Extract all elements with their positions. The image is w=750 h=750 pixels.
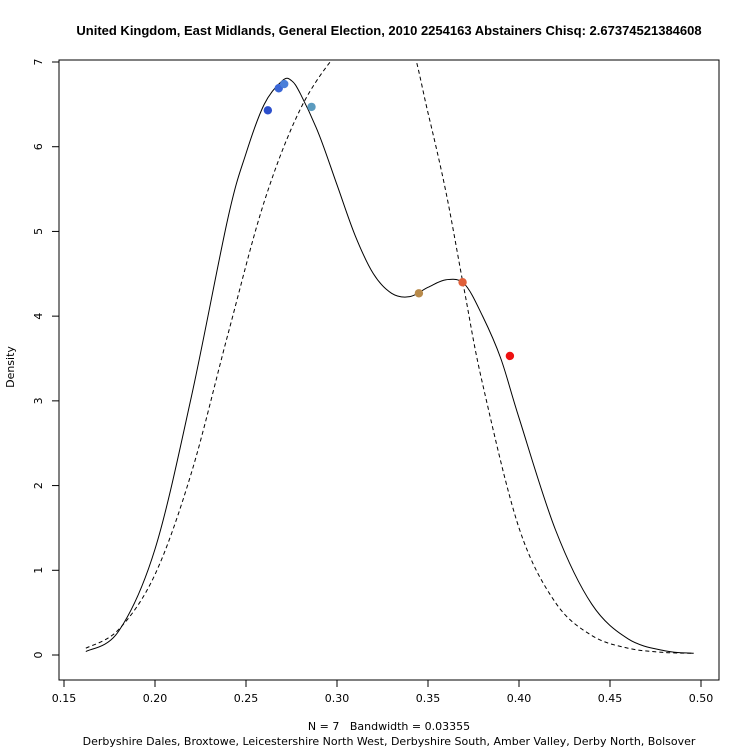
y-tick-label: 5 <box>32 228 45 235</box>
series-layer <box>85 60 694 654</box>
y-tick-label: 2 <box>32 482 45 489</box>
x-tick-label: 0.35 <box>416 692 441 705</box>
x-tick-label: 0.45 <box>598 692 623 705</box>
x-tick-label: 0.50 <box>689 692 714 705</box>
x-tick-label: 0.25 <box>234 692 259 705</box>
chart-subtitle: Derbyshire Dales, Broxtowe, Leicestershi… <box>83 735 696 748</box>
chart-title: United Kingdom, East Midlands, General E… <box>76 23 701 38</box>
x-tick-label: 0.30 <box>325 692 350 705</box>
data-point <box>414 289 424 298</box>
data-point <box>280 79 289 89</box>
data-point <box>505 351 515 361</box>
y-tick-label: 7 <box>32 59 45 66</box>
y-tick-label: 4 <box>32 313 45 320</box>
x-axis-label: N = 7 Bandwidth = 0.03355 <box>308 720 470 733</box>
x-tick-label: 0.20 <box>143 692 168 705</box>
points-layer <box>263 79 515 361</box>
density-curve <box>85 77 694 654</box>
y-tick-label: 0 <box>32 652 45 659</box>
x-axis: 0.15 0.20 0.25 0.30 0.35 0.40 0.45 0.50 <box>52 679 714 705</box>
data-point <box>263 106 273 115</box>
plot-frame <box>58 59 720 681</box>
normal-reference-curve <box>85 60 694 654</box>
y-axis: 0 1 2 3 4 5 6 7 <box>32 59 60 659</box>
y-tick-label: 1 <box>32 567 45 574</box>
x-tick-label: 0.15 <box>52 692 77 705</box>
y-tick-label: 3 <box>32 397 45 404</box>
y-tick-label: 6 <box>32 143 45 150</box>
data-point <box>307 102 316 112</box>
data-point <box>458 278 467 287</box>
y-axis-label: Density <box>4 346 17 388</box>
x-tick-label: 0.40 <box>507 692 532 705</box>
